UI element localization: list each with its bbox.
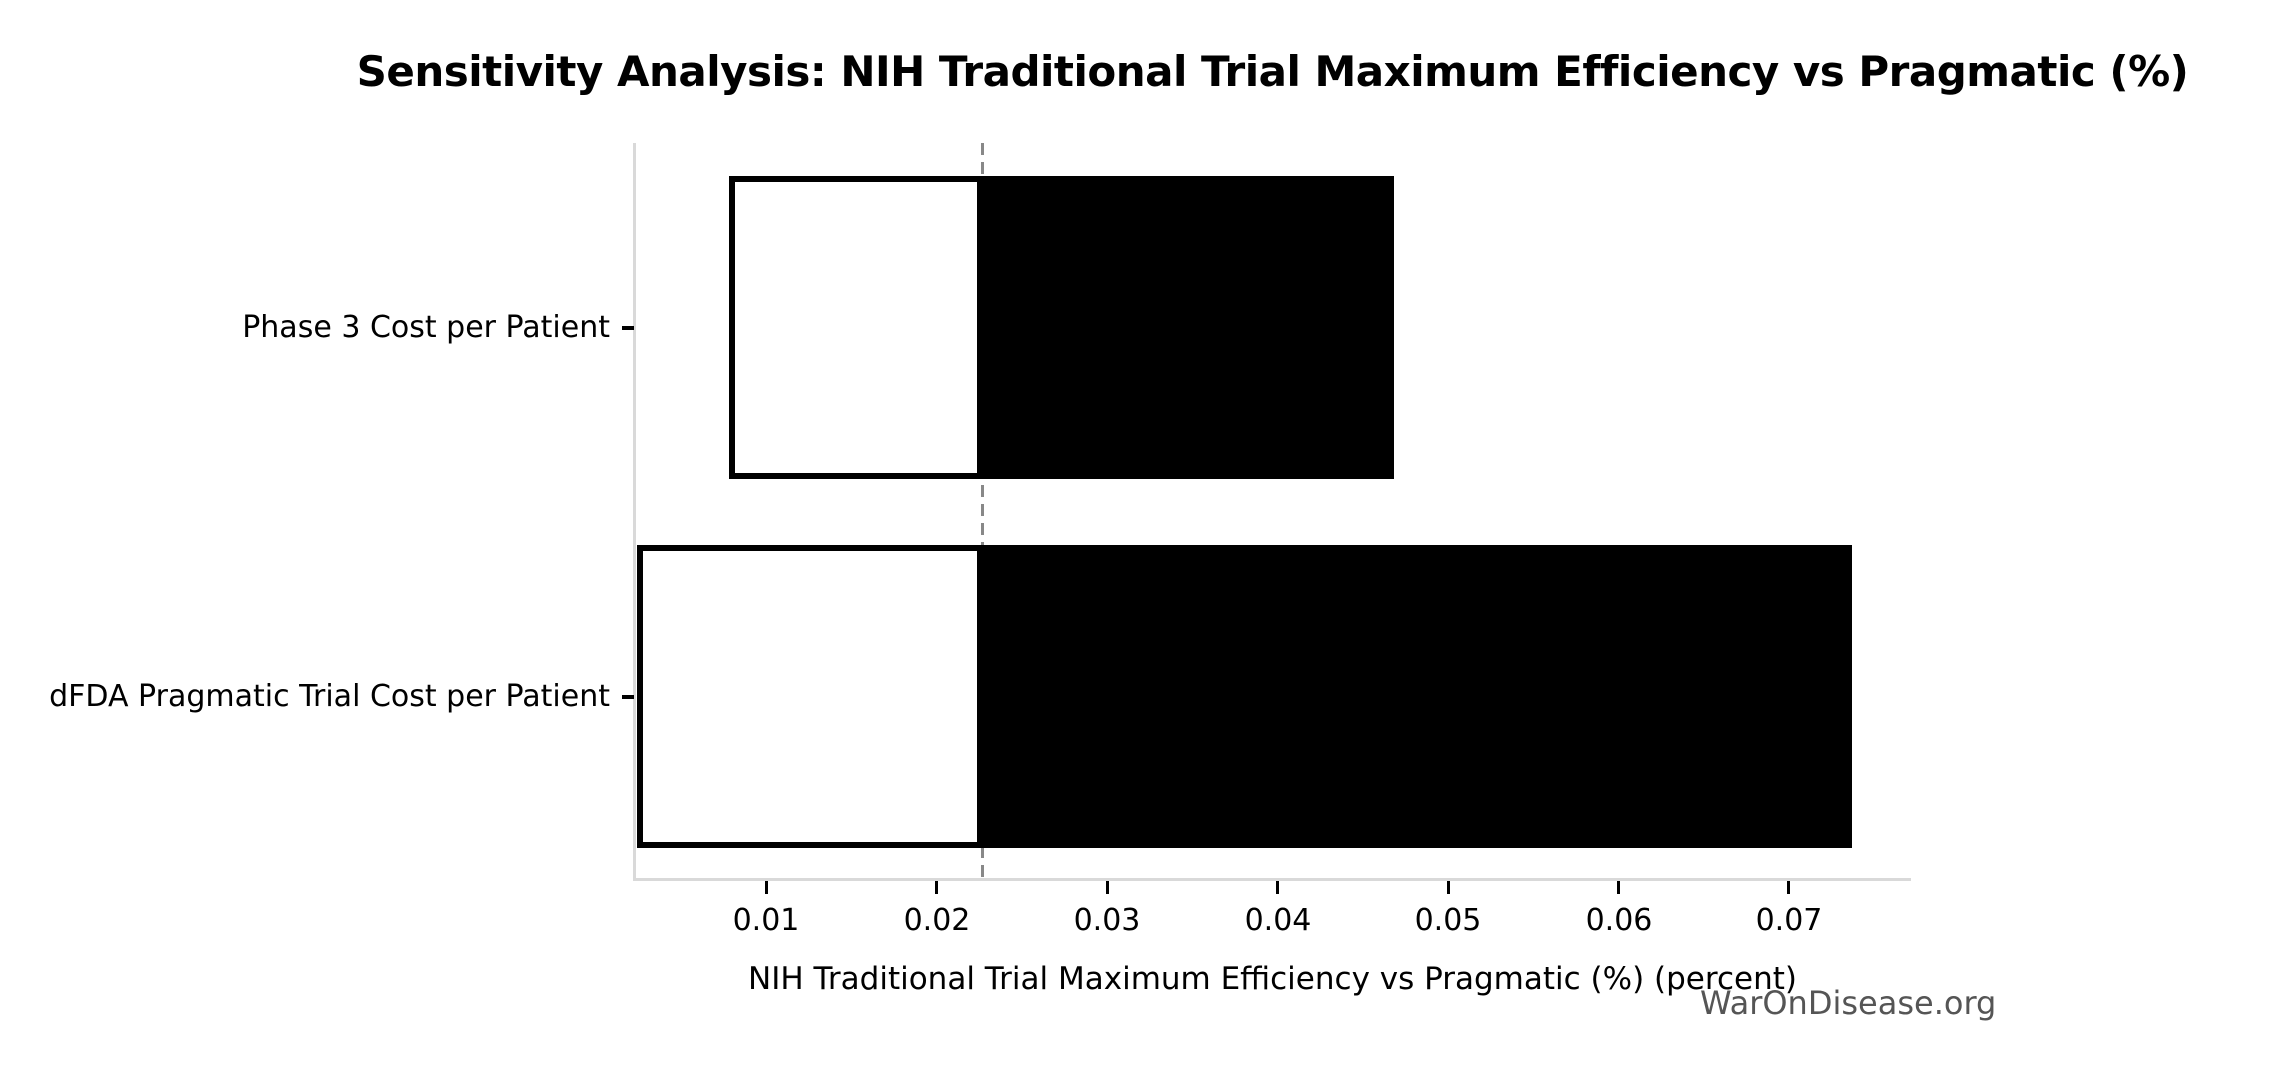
x-tick-label: 0.04: [1244, 903, 1312, 938]
bar-low-segment: [729, 176, 983, 479]
category-label: Phase 3 Cost per Patient: [242, 310, 610, 345]
x-tick-label: 0.05: [1414, 903, 1482, 938]
y-tick: [622, 326, 634, 330]
bar-high-segment: [983, 176, 1394, 479]
x-tick-label: 0.02: [903, 903, 971, 938]
y-axis-line: [633, 143, 636, 881]
x-tick: [1106, 881, 1109, 894]
chart-title: Sensitivity Analysis: NIH Traditional Tr…: [356, 47, 2189, 96]
x-tick: [765, 881, 768, 894]
x-axis-label: NIH Traditional Trial Maximum Efficiency…: [748, 961, 1797, 997]
category-label: dFDA Pragmatic Trial Cost per Patient: [49, 679, 610, 714]
bar-high-segment: [983, 545, 1852, 848]
x-tick: [1787, 881, 1790, 894]
x-tick: [1276, 881, 1279, 894]
x-tick-label: 0.06: [1585, 903, 1653, 938]
x-tick-label: 0.01: [732, 903, 800, 938]
x-axis-line: [633, 878, 1911, 881]
x-tick: [1617, 881, 1620, 894]
baseline-dashed-line: [981, 143, 985, 883]
x-tick-label: 0.07: [1755, 903, 1823, 938]
watermark: WarOnDisease.org: [1700, 984, 1997, 1022]
x-tick: [1447, 881, 1450, 894]
y-tick: [622, 695, 634, 699]
x-tick: [935, 881, 938, 894]
x-tick-label: 0.03: [1073, 903, 1141, 938]
bar-low-segment: [637, 545, 983, 848]
